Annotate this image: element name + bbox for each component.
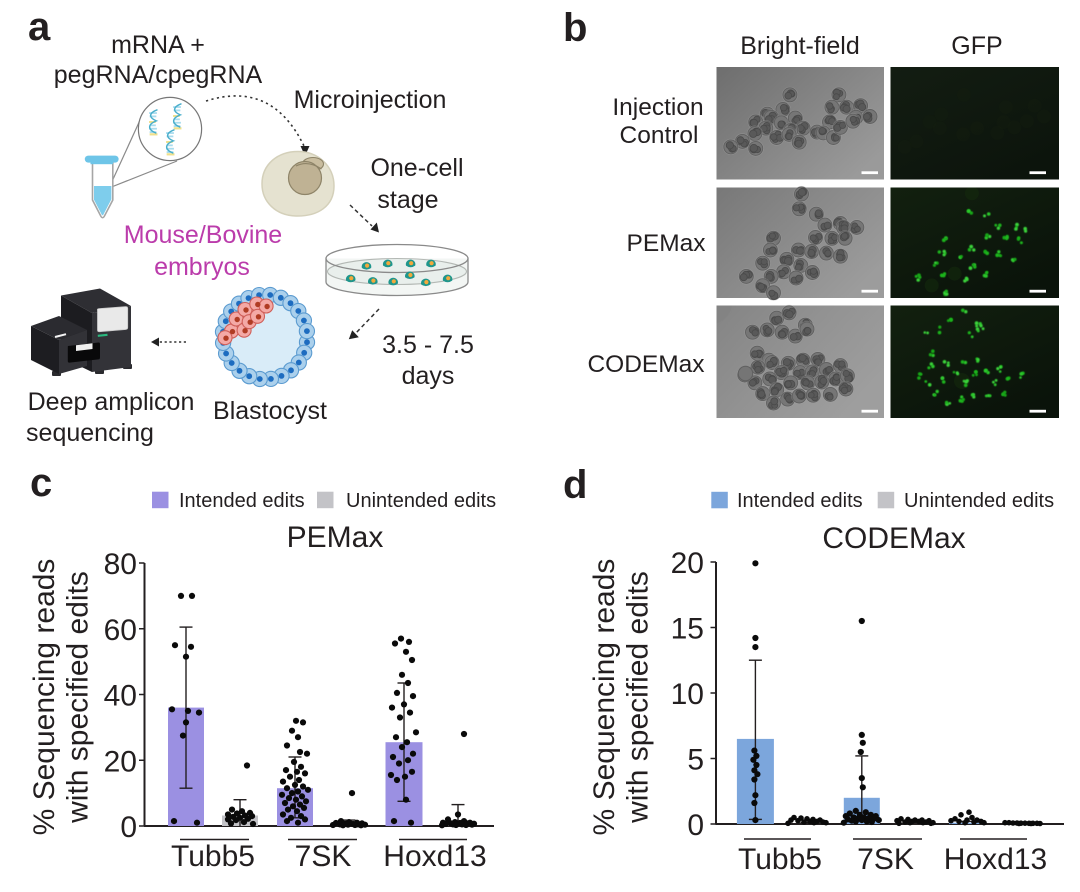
svg-text:Deep amplicon: Deep amplicon [28, 388, 195, 416]
svg-text:20: 20 [671, 547, 704, 580]
svg-text:pegRNA/cpegRNA: pegRNA/cpegRNA [54, 61, 263, 89]
svg-text:Unintended edits: Unintended edits [904, 490, 1054, 512]
svg-text:Hoxd13: Hoxd13 [944, 843, 1047, 876]
svg-text:Tubb5: Tubb5 [738, 843, 822, 876]
svg-text:with specified edits: with specified edits [622, 571, 655, 824]
svg-text:Unintended edits: Unintended edits [346, 490, 496, 512]
svg-text:Tubb5: Tubb5 [171, 840, 255, 873]
svg-text:One-cell: One-cell [370, 154, 463, 182]
svg-text:c: c [30, 461, 52, 505]
svg-text:10: 10 [671, 678, 704, 711]
svg-text:5: 5 [687, 744, 704, 777]
svg-text:CODEMax: CODEMax [822, 522, 965, 555]
svg-text:Injection: Injection [612, 94, 703, 121]
svg-text:Mouse/Bovine: Mouse/Bovine [124, 221, 282, 249]
svg-text:40: 40 [104, 680, 137, 713]
svg-text:15: 15 [671, 613, 704, 646]
svg-text:PEMax: PEMax [627, 230, 706, 257]
svg-text:a: a [28, 5, 51, 49]
svg-text:Intended edits: Intended edits [737, 490, 863, 512]
svg-text:mRNA +: mRNA + [111, 31, 205, 59]
svg-text:60: 60 [104, 614, 137, 647]
svg-text:stage: stage [377, 186, 438, 214]
svg-text:3.5 - 7.5: 3.5 - 7.5 [382, 331, 474, 359]
svg-text:Intended edits: Intended edits [179, 490, 305, 512]
svg-text:Blastocyst: Blastocyst [213, 397, 327, 425]
svg-text:Microinjection: Microinjection [294, 86, 447, 114]
svg-text:GFP: GFP [951, 32, 1002, 60]
svg-text:80: 80 [104, 548, 137, 581]
svg-text:% Sequencing reads: % Sequencing reads [28, 559, 61, 836]
svg-text:7SK: 7SK [295, 840, 352, 873]
svg-text:Bright-field: Bright-field [740, 32, 860, 60]
svg-text:20: 20 [104, 745, 137, 778]
svg-text:% Sequencing reads: % Sequencing reads [588, 559, 621, 836]
svg-text:with specified edits: with specified edits [62, 571, 95, 824]
svg-text:d: d [563, 463, 587, 507]
svg-text:CODEMax: CODEMax [587, 351, 704, 378]
svg-text:b: b [563, 6, 587, 50]
svg-text:Hoxd13: Hoxd13 [383, 840, 486, 873]
svg-text:0: 0 [120, 811, 137, 844]
svg-text:0: 0 [687, 809, 704, 842]
svg-text:7SK: 7SK [857, 843, 914, 876]
svg-text:sequencing: sequencing [26, 419, 154, 447]
svg-text:PEMax: PEMax [287, 521, 384, 554]
svg-text:embryos: embryos [154, 253, 250, 281]
svg-text:Control: Control [620, 122, 699, 149]
svg-text:days: days [402, 362, 455, 390]
